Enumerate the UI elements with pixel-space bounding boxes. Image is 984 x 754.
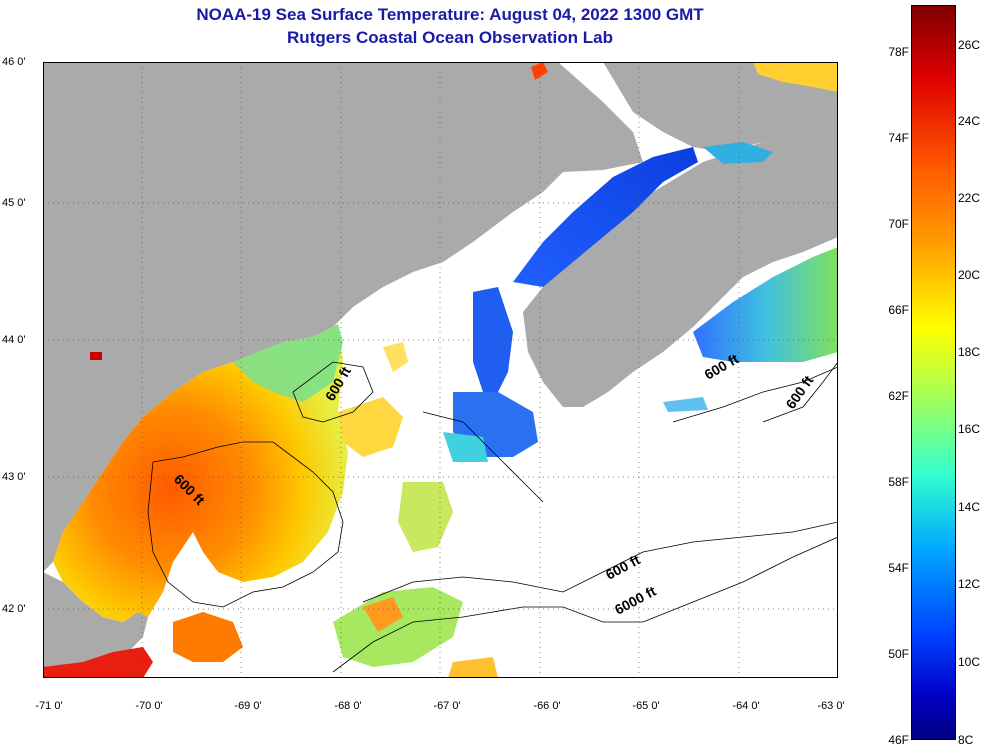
sst-gulf-of-maine — [53, 324, 348, 622]
lat-label-45: 45 0' — [2, 197, 26, 209]
map-frame — [43, 62, 838, 678]
land-nova-scotia — [523, 102, 838, 407]
contour-600ft-east — [362, 521, 838, 603]
sst-patch-yellow — [338, 397, 403, 457]
sst-small-red — [90, 352, 102, 360]
sst-top-red — [531, 62, 548, 80]
colorbar-label-18c: 18C — [958, 345, 981, 359]
colorbar-label-10c: 10C — [958, 655, 981, 669]
colorbar-label-20c: 20C — [958, 268, 981, 282]
sst-ns-spot — [663, 397, 708, 412]
lon-label-68: -68 0' — [334, 700, 362, 712]
chart-title: NOAA-19 Sea Surface Temperature: August … — [196, 5, 704, 24]
sst-georges-orange — [363, 597, 403, 632]
lat-label-43: 43 0' — [2, 471, 26, 483]
sst-south-shelf — [173, 612, 243, 662]
lon-label-66: -66 0' — [533, 700, 561, 712]
sst-maine-coast — [233, 324, 343, 402]
lon-label-71: -71 0' — [35, 700, 63, 712]
colorbar-label-46f: 46F — [888, 733, 909, 747]
sst-gulf-stlawrence — [703, 142, 773, 164]
colorbar-label-74f: 74F — [888, 131, 909, 145]
lon-label-63: -63 0' — [817, 700, 845, 712]
lon-label-70: -70 0' — [135, 700, 163, 712]
sst-patch-yellow2 — [383, 342, 408, 372]
colorbar-label-70f: 70F — [888, 217, 909, 231]
lon-label-65: -65 0' — [632, 700, 660, 712]
colorbar-label-22c: 22C — [958, 191, 981, 205]
sst-fundy-south — [473, 287, 513, 392]
lon-label-67: -67 0' — [433, 700, 461, 712]
contour-inner — [422, 411, 544, 503]
sst-patch-south — [448, 657, 498, 678]
colorbar-label-12c: 12C — [958, 577, 981, 591]
colorbar-label-14c: 14C — [958, 500, 981, 514]
colorbar-label-16c: 16C — [958, 422, 981, 436]
lat-label-42: 42 0' — [2, 603, 26, 615]
temperature-colorbar — [911, 5, 956, 740]
colorbar-label-78f: 78F — [888, 45, 909, 59]
lat-label-44: 44 0' — [2, 334, 26, 346]
lon-label-69: -69 0' — [234, 700, 262, 712]
sst-map: 600 ft 600 ft 600 ft 6000 ft 600 ft 600 … — [43, 62, 838, 678]
land-cape-cod — [43, 572, 148, 667]
colorbar-label-26c: 26C — [958, 38, 981, 52]
sst-south-red — [43, 647, 153, 678]
colorbar-label-50f: 50F — [888, 647, 909, 661]
colorbar-label-58f: 58F — [888, 475, 909, 489]
contour-6000ft — [332, 536, 838, 673]
colorbar-label-54f: 54F — [888, 561, 909, 575]
contour-600ft-mid — [292, 361, 374, 423]
colorbar-label-24c: 24C — [958, 114, 981, 128]
colorbar-label-66f: 66F — [888, 303, 909, 317]
lon-label-64: -64 0' — [732, 700, 760, 712]
sst-scotian-shelf — [693, 247, 838, 362]
sst-northeast-warm — [753, 62, 838, 92]
colorbar-label-8c: 8C — [958, 733, 974, 747]
contour-600ft-ns2 — [762, 361, 838, 423]
contour-600ft-gulf — [147, 441, 344, 608]
sst-cold-cyan — [443, 432, 488, 462]
chart-subtitle: Rutgers Coastal Ocean Observation Lab — [287, 28, 613, 47]
contour-600ft-ns — [672, 366, 838, 423]
sst-patch-mid — [398, 482, 453, 552]
sst-bay-of-fundy — [513, 147, 698, 287]
colorbar-label-62f: 62F — [888, 389, 909, 403]
land-northeast — [603, 62, 838, 152]
lat-label-46: 46 0' — [2, 56, 26, 68]
land-mainland — [43, 62, 643, 572]
